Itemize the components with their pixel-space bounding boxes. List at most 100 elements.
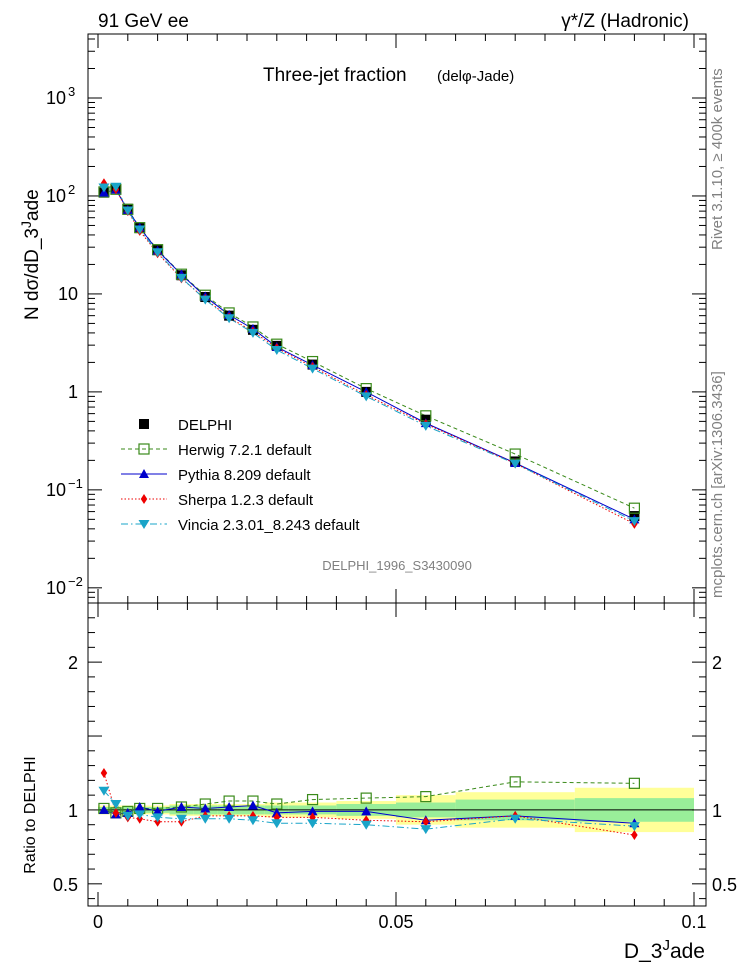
legend-marker-2 (139, 469, 149, 478)
y-tick-label: 1 (68, 382, 78, 402)
plot-frames (87, 33, 707, 907)
series-lines (103, 182, 635, 836)
header-left: 91 GeV ee (98, 11, 189, 32)
ratio-tick-label-right: 2 (712, 653, 722, 673)
legend-marker-0 (139, 419, 149, 429)
x-axis-label: D_3Jade (624, 937, 705, 963)
series-1-point (628, 502, 641, 514)
y-axis-label-tail: ade (22, 189, 43, 221)
header-right: γ*/Z (Hadronic) (561, 11, 689, 32)
x-axis-label-tail: ade (670, 940, 705, 963)
series-3-ratio-point (422, 816, 430, 827)
series-4-ratio-point (420, 825, 432, 835)
series-1-ratio-point (509, 776, 521, 788)
series-4-point (122, 206, 134, 216)
series-4-point (307, 364, 319, 374)
x-axis-label-text: D_3 (624, 940, 663, 963)
ratio-tick-label-right: 1 (712, 801, 722, 821)
series-4-ratio-point (628, 822, 640, 832)
y-axis-label-text: N dσ/dD_3 (22, 228, 43, 320)
series-3-ratio-point (100, 767, 108, 778)
y-tick-label-exponent: 2 (68, 182, 75, 197)
series-4-ratio-point (175, 814, 187, 824)
y-tick-label: 10 (58, 284, 78, 304)
y-tick-label: 10 (46, 186, 66, 206)
series-2-ratio-point (307, 806, 318, 816)
series-4-point (247, 328, 259, 338)
legend-label-2: Pythia 8.209 default (178, 467, 311, 484)
series-2-ratio-point (134, 801, 145, 811)
series-4-ratio-point (98, 786, 110, 796)
ratio-frame (87, 602, 707, 907)
series-1-ratio-point (306, 793, 319, 806)
legend-marker-1 (138, 443, 150, 455)
series-4-ratio-point (223, 814, 235, 824)
series-4-line (103, 186, 635, 522)
series-4-point (134, 225, 146, 235)
series-1-ratio-point (420, 791, 432, 803)
series-4-point (199, 295, 211, 305)
chart-subtitle: (delφ-Jade) (437, 68, 514, 85)
series-4-point (360, 392, 372, 402)
y-tick-label: 10 (46, 88, 66, 108)
legend-label-4: Vincia 2.3.01_8.243 default (178, 517, 360, 534)
series-4-ratio-point (110, 800, 122, 810)
series-2-ratio-point (361, 806, 372, 816)
series-4-point (628, 517, 640, 527)
series-3-ratio-point (112, 807, 120, 818)
series-2-ratio-point (176, 801, 187, 811)
legend-marker-3 (140, 494, 148, 504)
y-tick-label: 10 (46, 578, 66, 598)
x-tick-label: 0 (93, 912, 103, 932)
series-4-point (509, 459, 521, 469)
ratio-axis-label: Ratio to DELPHI (22, 756, 39, 873)
y-tick-label: 10 (46, 480, 66, 500)
series-4-ratio-point (199, 814, 211, 824)
series-4-ratio-point (509, 814, 521, 824)
legend-label-0: DELPHI (178, 417, 232, 434)
series-4-ratio-point (271, 819, 283, 829)
series-1-line (103, 188, 635, 509)
series-4-ratio-point (122, 811, 134, 821)
series-2-ratio-point (224, 801, 235, 811)
series-1-ratio-point (628, 777, 641, 789)
ratio-tick-label-left: 0.5 (53, 875, 78, 895)
uncertainty-bands (98, 787, 694, 833)
series-3-ratio-line (103, 772, 635, 836)
series-4-point (223, 314, 235, 324)
series-4-point (98, 183, 110, 193)
ratio-tick-label-right: 0.5 (712, 875, 737, 895)
side-rivet-label: Rivet 3.1.10, ≥ 400k events (709, 68, 726, 250)
series-1-ratio-point (360, 792, 372, 804)
y-tick-label-exponent: −2 (68, 574, 83, 589)
y-tick-label-exponent: −1 (68, 476, 83, 491)
ratio-tick-label-left: 2 (68, 653, 78, 673)
series-4-ratio-point (247, 816, 259, 826)
series-4-ratio-point (360, 820, 372, 830)
legend-marker-4 (138, 520, 150, 529)
series-2-ratio-point (152, 806, 163, 816)
series-3-ratio-point (631, 830, 638, 841)
side-mcplots-label: mcplots.cern.ch [arXiv:1306.3436] (709, 371, 726, 598)
series-4-ratio-point (307, 819, 319, 829)
series-4-ratio-point (134, 810, 146, 820)
series-2-ratio-point (98, 804, 109, 814)
y-axis-label: N dσ/dD_3Jade (18, 189, 43, 320)
series-4-ratio-point (152, 813, 164, 823)
x-tick-label: 0.1 (681, 912, 706, 932)
legend-label-1: Herwig 7.2.1 default (178, 442, 312, 459)
series-4-point (152, 248, 164, 258)
series-4-point (420, 421, 432, 431)
y-tick-label-exponent: 3 (68, 84, 75, 99)
analysis-watermark: DELPHI_1996_S3430090 (322, 558, 472, 573)
legend-label-3: Sherpa 1.2.3 default (178, 492, 314, 509)
series-markers (98, 178, 641, 841)
x-tick-label: 0.05 (378, 912, 413, 932)
ratio-tick-label-left: 1 (68, 801, 78, 821)
chart-title: Three-jet fraction (263, 65, 407, 86)
x-axis-label-sup: J (662, 937, 670, 954)
series-2-ratio-point (200, 803, 211, 813)
series-4-point (110, 182, 122, 192)
